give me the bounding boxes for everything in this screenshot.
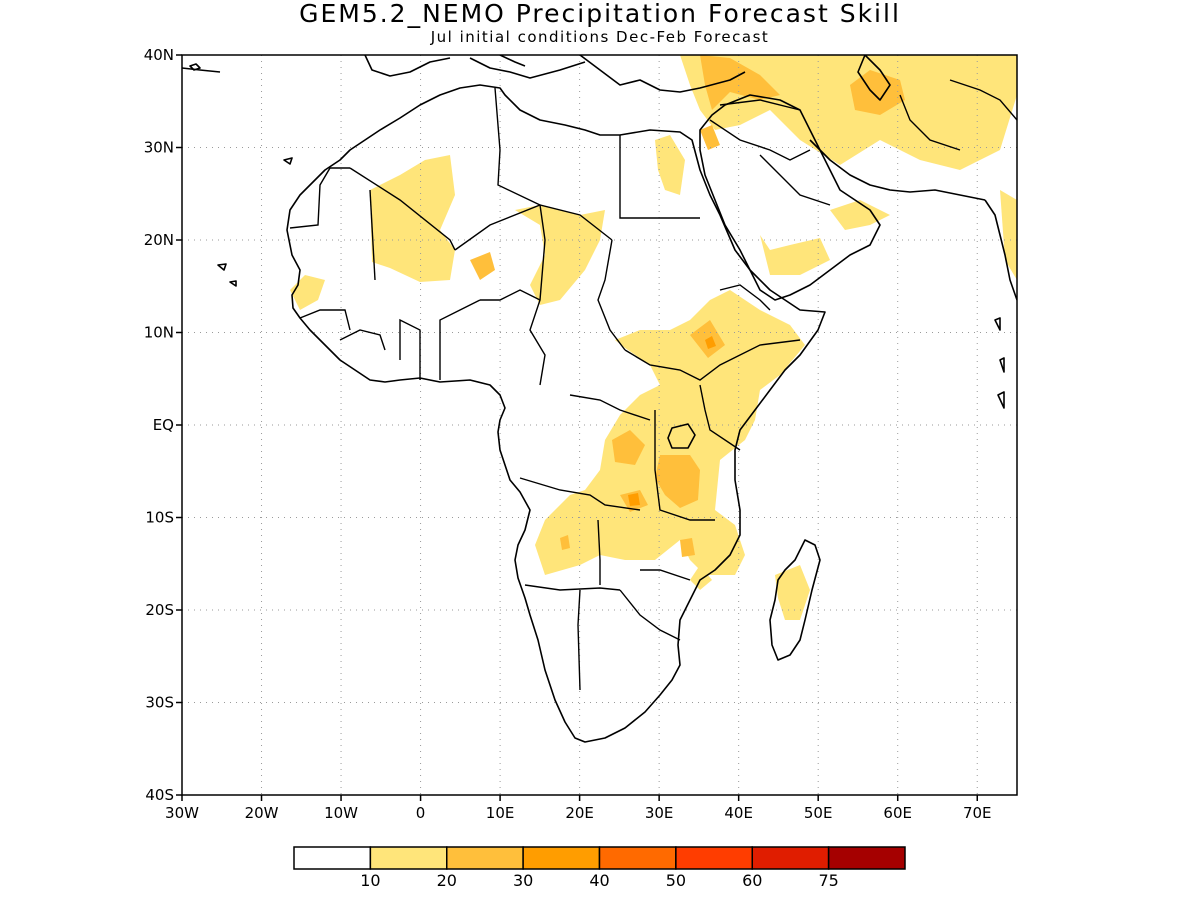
lon-tick-label: 30E	[645, 804, 674, 822]
lon-tick-label: 50E	[804, 804, 833, 822]
skill-shading	[290, 55, 1017, 620]
colorbar-swatch	[827, 846, 906, 870]
colorbar-swatch	[751, 846, 830, 870]
lon-tick-label: 70E	[963, 804, 992, 822]
colorbar-swatch	[369, 846, 448, 870]
lat-tick-label: EQ	[153, 416, 174, 434]
lon-tick-label: 40E	[724, 804, 753, 822]
skill-10-20-regions	[290, 55, 1017, 620]
lat-tick-label: 40N	[144, 46, 174, 64]
colorbar-label: 30	[513, 871, 533, 890]
colorbar-swatch	[446, 846, 524, 870]
map-frame	[181, 54, 1018, 796]
lat-tick-label: 10N	[144, 324, 174, 342]
coastlines	[182, 55, 1017, 743]
skill-30-40-regions	[628, 336, 716, 506]
lon-tick-label: 60E	[883, 804, 912, 822]
lon-tick-label: 20E	[565, 804, 594, 822]
country-borders	[289, 79, 1017, 691]
map-gridlines	[182, 55, 1017, 795]
lat-tick-label: 30N	[144, 139, 174, 157]
lon-tick-label: 10E	[486, 804, 515, 822]
colorbar-swatch	[522, 846, 601, 870]
lon-tick-label: 20W	[245, 804, 279, 822]
colorbar-label: 75	[818, 871, 838, 890]
colorbar-label: 60	[742, 871, 762, 890]
colorbar-swatch	[293, 846, 372, 870]
lon-tick-label: 10W	[324, 804, 358, 822]
lon-tick-label: 30W	[165, 804, 199, 822]
lat-tick-label: 20S	[145, 601, 174, 619]
colorbar-label: 20	[437, 871, 457, 890]
lat-tick-label: 40S	[145, 786, 174, 804]
lat-tick-label: 30S	[145, 694, 174, 712]
colorbar-swatch	[675, 846, 753, 870]
lat-tick-label: 20N	[144, 231, 174, 249]
map-title: GEM5.2_NEMO Precipitation Forecast Skill	[299, 0, 901, 28]
longitude-axis: 30W 20W 10W 0 10E 20E 30E 40E 50E 60E 70E	[165, 795, 992, 822]
lat-tick-label: 10S	[145, 509, 174, 527]
colorbar-label: 50	[666, 871, 686, 890]
lon-tick-label: 0	[416, 804, 426, 822]
colorbar-label: 10	[360, 871, 380, 890]
latitude-axis: 40N 30N 20N 10N EQ 10S 20S 30S 40S	[144, 46, 182, 804]
colorbar-swatch	[598, 846, 677, 870]
map-subtitle: Jul initial conditions Dec-Feb Forecast	[430, 28, 770, 46]
colorbar: 10 20 30 40 50 60 75	[293, 846, 906, 890]
colorbar-label: 40	[589, 871, 609, 890]
skill-20-30-regions	[470, 55, 905, 557]
